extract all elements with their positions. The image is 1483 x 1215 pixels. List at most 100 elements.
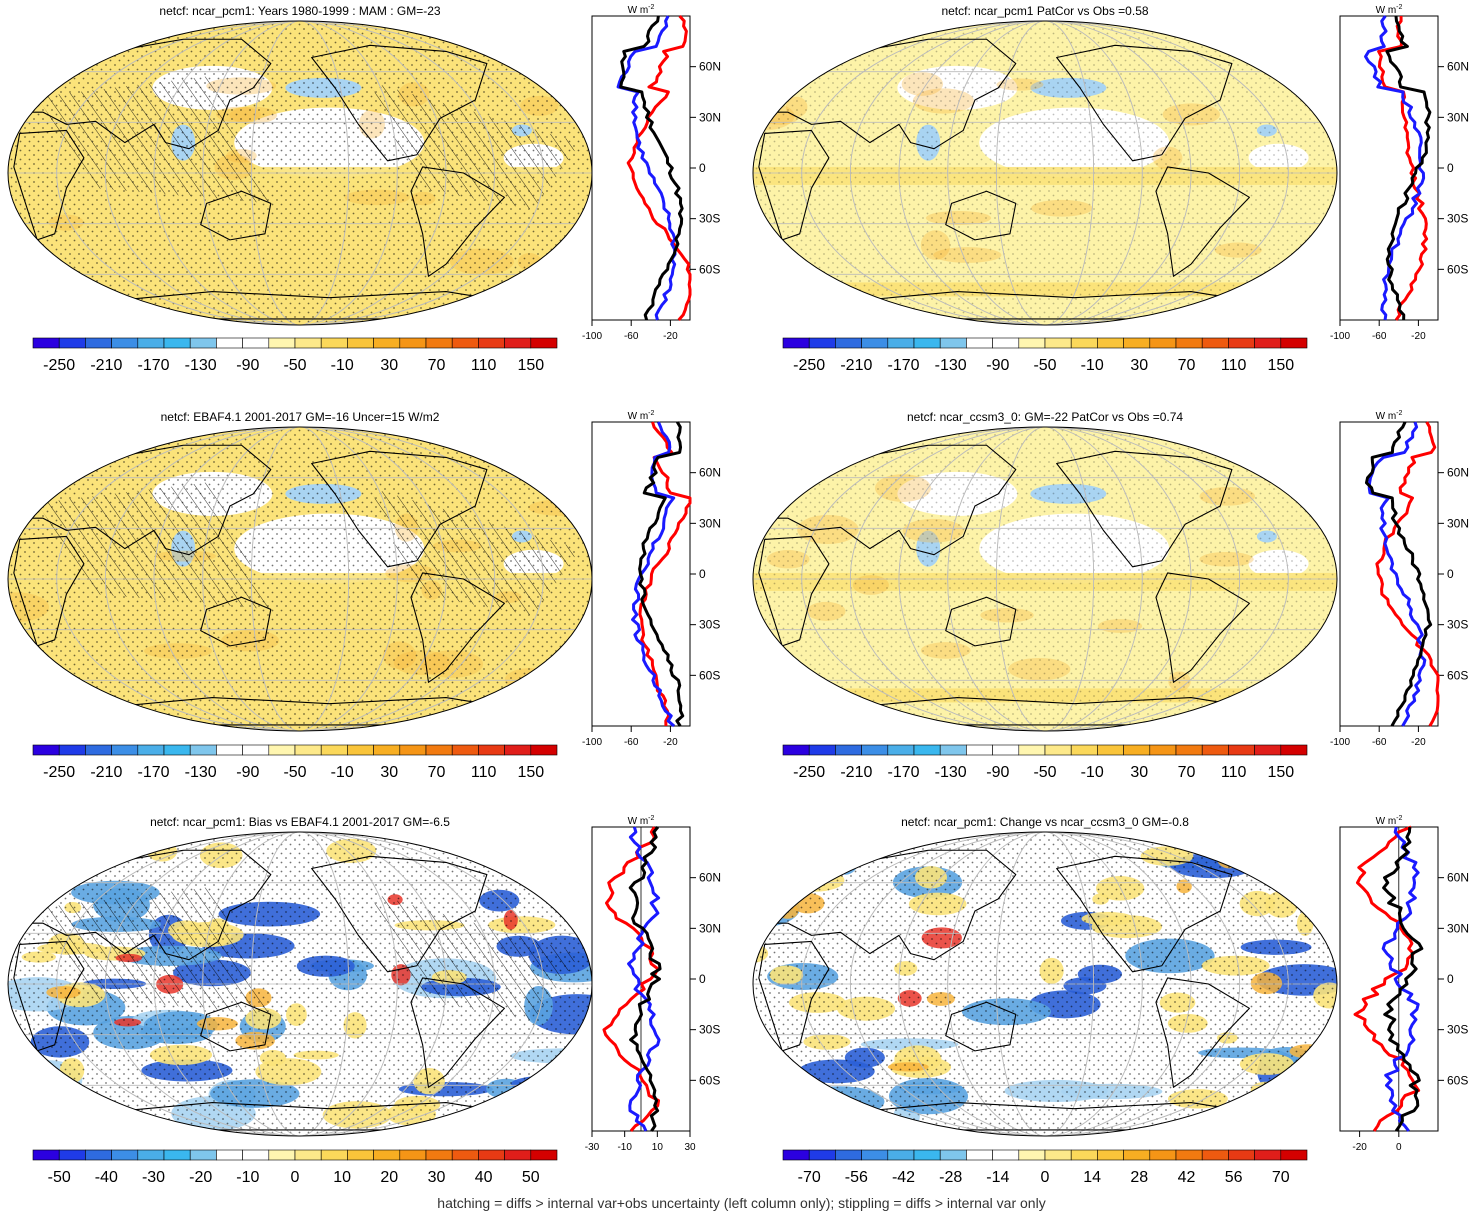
colorbar-label: 110 <box>1221 357 1247 374</box>
footnote: hatching = diffs > internal var+obs unce… <box>437 1195 1046 1211</box>
graticule-meridian <box>947 427 1143 731</box>
graticule-meridian <box>801 21 1289 325</box>
colorbar-label: -50 <box>1033 357 1056 374</box>
yellow-patch <box>530 1080 565 1090</box>
colorbar-swatch <box>835 1149 862 1161</box>
colorbar-swatch <box>294 337 322 349</box>
graticule-meridian <box>153 427 447 731</box>
lat-label: 0 <box>1447 972 1454 986</box>
colorbar-swatch <box>294 744 322 756</box>
colorbar-swatch <box>1097 744 1124 756</box>
colorbar-swatch <box>347 1149 374 1161</box>
colorbar-swatch <box>111 744 139 756</box>
colorbar-swatch <box>373 744 401 756</box>
zonal-x-tick-label: -100 <box>582 737 602 748</box>
map-field <box>8 427 592 731</box>
map-panel-6 <box>752 831 1338 1137</box>
zonal-curve-model <box>1377 15 1429 321</box>
colorbar-swatch <box>1201 337 1229 349</box>
map-field <box>753 427 1337 731</box>
panel-title-3: netcf: EBAF4.1 2001-2017 GM=-16 Uncer=15… <box>160 410 440 424</box>
lat-label: 60S <box>699 262 720 276</box>
colorbar-swatch <box>1044 337 1072 349</box>
coastline-samerica <box>410 977 505 1088</box>
colorbar-6: -70 -56 -42 -28 -14 0 14 28 42 56 70 <box>782 1149 1308 1186</box>
colorbar-swatch <box>913 744 941 756</box>
graticule-meridian <box>153 21 447 325</box>
colorbar-swatch <box>913 1149 941 1161</box>
colorbar-swatch <box>268 337 296 349</box>
colorbar-label: -50 <box>283 764 306 781</box>
lat-label: 30S <box>1447 618 1468 632</box>
colorbar-swatch <box>1070 337 1098 349</box>
zonal-unit-label: W m-2 <box>628 4 655 16</box>
zonal-curve-obs <box>628 826 662 1132</box>
graticule-meridian <box>995 21 1095 325</box>
colorbar-swatch <box>111 337 139 349</box>
hatching <box>370 487 581 616</box>
colorbar-label: 20 <box>380 1169 398 1186</box>
colorbar-swatch <box>1254 1149 1282 1161</box>
colorbar-swatch <box>399 337 427 349</box>
zonal-x-tick-label: -20 <box>663 737 678 748</box>
colorbar-swatch <box>425 744 453 756</box>
colorbar-label: -130 <box>935 357 967 374</box>
zonal-x-tick-label: -20 <box>1411 737 1426 748</box>
colorbar-swatch <box>294 1149 322 1161</box>
colorbar-swatch <box>85 744 112 756</box>
colorbar-swatch <box>1228 337 1255 349</box>
coastline-asia <box>24 444 272 556</box>
coastline-africa <box>758 129 830 241</box>
lat-label: 0 <box>1447 161 1454 175</box>
coastline-namerica <box>1056 855 1233 973</box>
map-field <box>8 21 592 325</box>
map-panel-2 <box>752 20 1338 326</box>
zonal-x-tick-label: -100 <box>1330 331 1350 342</box>
colorbar-swatch <box>939 337 967 349</box>
colorbar-swatch <box>425 1149 453 1161</box>
colorbar-swatch <box>1149 337 1177 349</box>
zonal-curve-obs <box>1382 826 1424 1132</box>
zonal-curve-model <box>1375 421 1440 727</box>
zonal-x-tick-label: -30 <box>585 1142 600 1153</box>
zonal-x-tick-label: 30 <box>684 1142 696 1153</box>
colorbar-swatch <box>478 1149 505 1161</box>
colorbar-label: -10 <box>331 357 354 374</box>
zonal-curve-obs <box>1385 15 1432 321</box>
colorbar-label: -50 <box>283 357 306 374</box>
zonal-mean-panel-2: W m-2 60N 30N 0 30S 60S -100 -60 -20 <box>1330 4 1469 342</box>
blue-patch <box>76 1102 110 1126</box>
lat-label: 60S <box>1447 668 1468 682</box>
coastline-samerica <box>1155 572 1250 683</box>
graticule-meridian <box>104 832 496 1136</box>
colorbar-label: 50 <box>522 1169 540 1186</box>
colorbar-swatch <box>504 1149 532 1161</box>
colorbar-swatch <box>189 337 217 349</box>
colorbar-swatch <box>1228 1149 1255 1161</box>
colorbar-swatch <box>861 744 889 756</box>
zonal-curve-obs <box>1364 421 1433 727</box>
colorbar-swatch <box>1018 1149 1046 1161</box>
colorbar-swatch <box>504 337 532 349</box>
colorbar-label: -10 <box>331 764 354 781</box>
colorbar-swatch <box>320 1149 348 1161</box>
colorbar-swatch <box>189 1149 217 1161</box>
lat-label: 0 <box>1447 567 1454 581</box>
colorbar-label: 10 <box>333 1169 351 1186</box>
colorbar-swatch <box>58 1149 86 1161</box>
colorbar-swatch <box>835 744 862 756</box>
panel-title-2: netcf: ncar_pcm1 PatCor vs Obs =0.58 <box>941 4 1149 18</box>
graticule-meridian <box>202 832 398 1136</box>
colorbar-swatch <box>1123 744 1151 756</box>
coastline-samerica <box>410 572 505 683</box>
colorbar-label: 30 <box>1130 357 1148 374</box>
colorbar-swatch <box>451 744 479 756</box>
colorbar-swatch <box>189 744 217 756</box>
coastline-africa <box>13 535 85 647</box>
colorbar-label: 70 <box>428 357 446 374</box>
colorbar-swatch <box>808 744 836 756</box>
coastline-namerica <box>1056 44 1233 162</box>
zonal-frame <box>1339 826 1439 1132</box>
colorbar-label: 70 <box>1178 764 1196 781</box>
coastline-namerica <box>311 450 488 568</box>
